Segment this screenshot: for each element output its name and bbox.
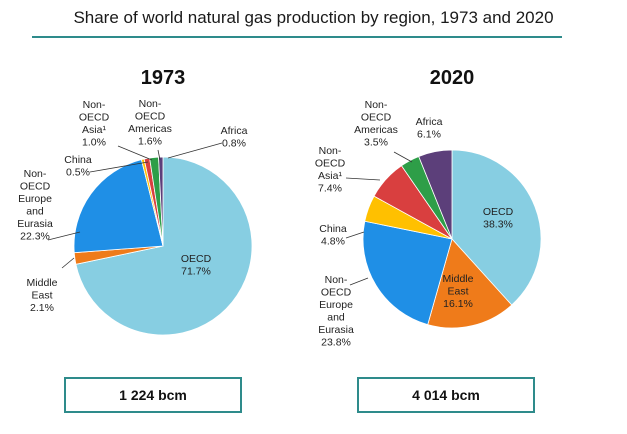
leader-line-1973-non-oecd-asia [117, 145, 153, 161]
leader-line-2020-china [345, 231, 365, 239]
pie-slice-2020-middle-east [427, 238, 513, 329]
pie-slice-1973-oecd [75, 156, 253, 336]
chart-title: Share of world natural gas production by… [73, 8, 554, 27]
pie-slice-2020-oecd [451, 149, 542, 306]
slice-label-2020-non-oecd-europe-and-eurasia: Non-OECD Europe and Eurasia 23.8% [318, 274, 354, 349]
slice-label-2020-non-oecd-americas: Non-OECD Americas 3.5% [354, 99, 398, 149]
leader-line-1973-china [89, 161, 149, 173]
slice-label-2020-china: China 4.8% [319, 223, 347, 248]
slice-label-2020-africa: Africa 6.1% [416, 116, 443, 141]
slice-label-1973-non-oecd-europe-and-eurasia: Non-OECD Europe and Eurasia 22.3% [17, 168, 53, 243]
slice-label-2020-non-oecd-asia: Non-OECD Asia¹ 7.4% [315, 145, 346, 195]
total-2020-box: 4 014 bcm [357, 377, 535, 413]
slice-label-1973-africa: Africa 0.8% [221, 125, 248, 150]
pie-slice-1973-africa [158, 156, 164, 247]
title-divider [32, 36, 562, 38]
slice-label-2020-oecd: OECD 38.3% [483, 206, 514, 231]
slice-label-1973-oecd: OECD 71.7% [181, 253, 212, 278]
pie-slice-2020-africa [418, 149, 453, 240]
leader-line-1973-africa [167, 142, 223, 159]
pie-slice-1973-non-oecd-europe-and-eurasia [73, 159, 164, 254]
slice-label-1973-middle-east: Middle East 2.1% [27, 277, 58, 314]
pie-slice-2020-non-oecd-europe-and-eurasia [362, 220, 453, 326]
leader-line-1973-non-oecd-americas [157, 149, 161, 161]
total-1973-box: 1 224 bcm [64, 377, 242, 413]
pie-title-1973: 1973 [141, 67, 186, 89]
leader-line-2020-non-oecd-asia [345, 177, 381, 181]
slice-label-2020-middle-east: Middle East 16.1% [443, 273, 474, 310]
leader-line-2020-non-oecd-europe-and-eurasia [349, 277, 369, 286]
slice-label-1973-non-oecd-asia: Non-OECD Asia¹ 1.0% [79, 99, 110, 149]
leader-line-2020-non-oecd-americas [393, 151, 413, 163]
slice-label-1973-china: China 0.5% [64, 154, 92, 179]
pie-title-2020: 2020 [430, 67, 475, 89]
leader-line-1973-middle-east [61, 257, 75, 269]
slice-label-1973-non-oecd-americas: Non-OECD Americas 1.6% [128, 98, 172, 148]
leader-line-1973-non-oecd-europe-and-eurasia [47, 231, 81, 241]
